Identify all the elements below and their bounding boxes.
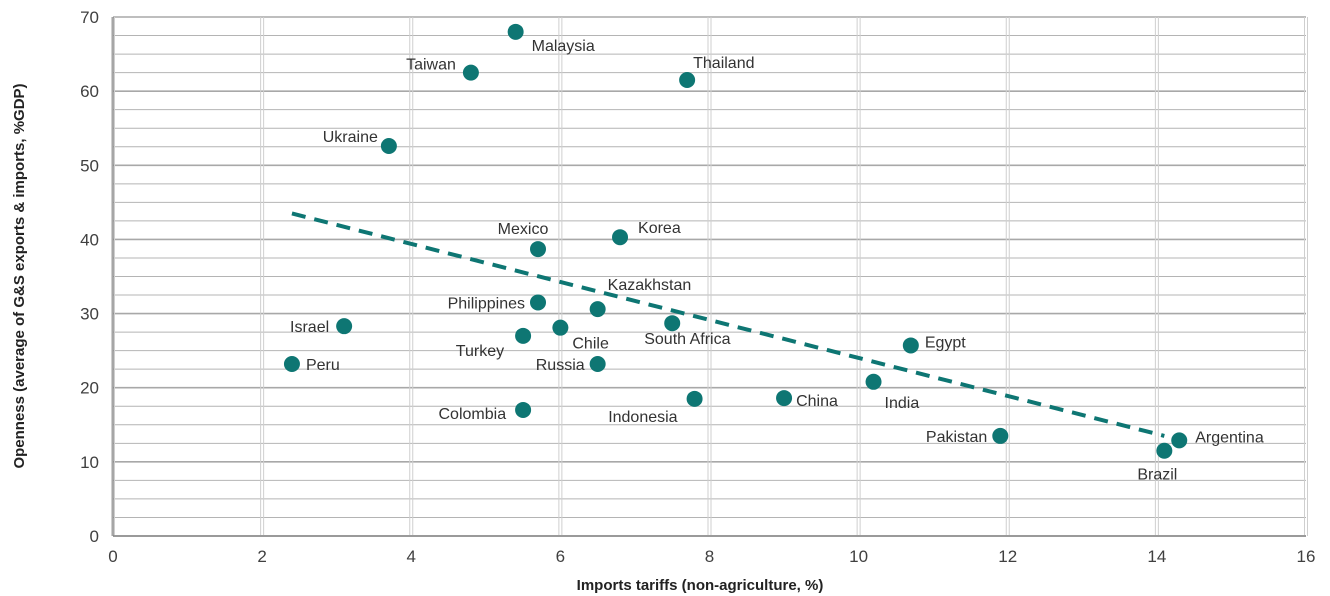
point-label: China [796,393,838,410]
y-tick-label: 30 [80,305,99,324]
y-tick-label: 10 [80,453,99,472]
data-point [530,294,547,311]
data-point [515,327,532,344]
point-label: Turkey [456,343,504,360]
data-point [589,355,606,372]
point-label: Chile [572,336,609,353]
point-label: Malaysia [532,38,595,55]
x-axis-title: Imports tariffs (non-agriculture, %) [577,577,824,594]
point-label: Brazil [1137,467,1177,484]
tick-labels: 0 2 4 6 8 10 12 14 16 0 10 20 30 40 50 60 70 [80,8,1315,566]
y-axis-title: Openness (average of G&S exports & impor… [11,83,28,468]
data-point [776,390,793,407]
data-point [336,318,353,335]
data-point [283,355,300,372]
data-point [664,315,681,332]
point-label: Thailand [693,55,754,72]
data-point [679,72,696,89]
grid-lines [111,16,1308,537]
data-point [530,241,547,258]
data-point [1156,442,1173,459]
point-label: Kazakhstan [608,277,692,294]
y-tick-label: 70 [80,8,99,27]
x-tick-label: 2 [257,547,266,566]
y-tick-label: 60 [80,82,99,101]
point-label: Pakistan [926,429,987,446]
data-point [865,373,882,390]
x-tick-label: 14 [1147,547,1166,566]
y-tick-label: 40 [80,230,99,249]
data-point [612,229,629,246]
trendline [291,211,1165,438]
y-tick-label: 50 [80,156,99,175]
point-label: Peru [306,357,340,374]
data-point [507,23,524,40]
data-point [589,301,606,318]
x-tick-label: 0 [108,547,117,566]
data-point [686,390,703,407]
data-point [552,319,569,336]
data-points [283,23,1188,459]
data-point [1171,432,1188,449]
y-tick-label: 20 [80,379,99,398]
point-label: Ukraine [323,129,378,146]
point-label: Korea [638,220,681,237]
point-label: Philippines [448,295,525,312]
point-label: Indonesia [608,409,677,426]
x-tick-label: 12 [998,547,1017,566]
point-label: Taiwan [406,57,456,74]
point-label: Israel [290,319,329,336]
point-label: South Africa [644,331,730,348]
point-labels: Malaysia Taiwan Thailand Ukraine Mexico Korea… [290,38,1264,484]
point-label: Colombia [439,406,507,423]
x-tick-label: 10 [849,547,868,566]
x-tick-label: 4 [407,547,416,566]
x-tick-label: 6 [556,547,565,566]
data-point [380,138,397,155]
data-point [515,401,532,418]
data-point [992,427,1009,444]
point-label: Mexico [498,221,549,238]
x-tick-label: 8 [705,547,714,566]
data-point [462,64,479,81]
x-tick-label: 16 [1297,547,1316,566]
y-tick-label: 0 [90,527,99,546]
point-label: Egypt [925,334,966,351]
data-point [902,337,919,354]
point-label: Russia [536,357,585,374]
point-label: Argentina [1195,429,1264,446]
point-label: India [885,395,920,412]
